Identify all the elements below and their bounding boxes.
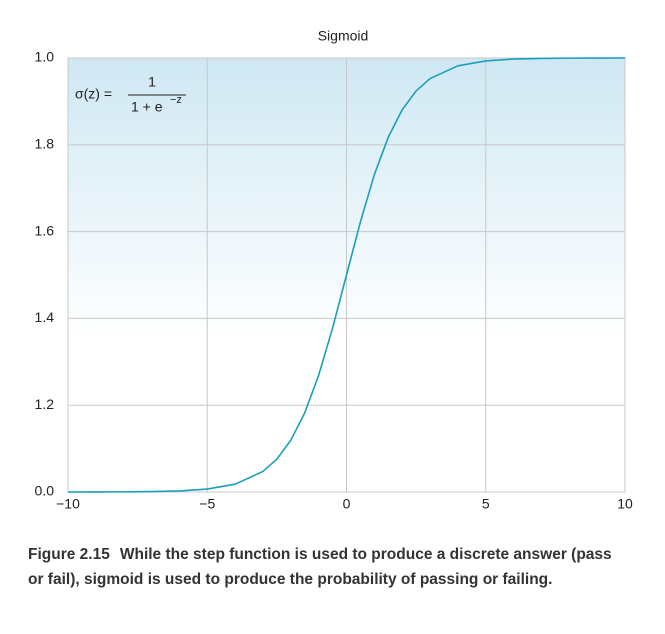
x-tick-label: −10 <box>56 496 80 512</box>
formula-lhs: σ(z) = <box>75 86 112 102</box>
caption-label: Figure 2.15 <box>28 546 110 563</box>
y-tick-label: 1.6 <box>35 222 55 238</box>
x-tick-label: 10 <box>617 496 633 512</box>
caption-text: While the step function is used to produ… <box>28 546 612 588</box>
line-series <box>67 57 626 493</box>
formula-numerator: 1 <box>148 74 156 90</box>
y-tick-label: 1.8 <box>35 136 55 152</box>
y-tick-label: 1.2 <box>35 396 55 412</box>
x-tick-label: 5 <box>482 496 490 512</box>
y-tick-label: 1.4 <box>35 309 55 325</box>
y-tick-label: 0.0 <box>35 483 55 499</box>
x-tick-label: 0 <box>343 496 351 512</box>
formula-exponent: −z <box>170 94 182 106</box>
lines <box>67 57 626 493</box>
x-tick-label: −5 <box>199 496 215 512</box>
chart-title: Sigmoid <box>318 28 369 44</box>
chart: Sigmoid σ(z) = 1 1 + e −z 0.0 1.2 1.4 1.6 1.… <box>35 28 633 512</box>
formula-denominator: 1 + e <box>131 99 163 115</box>
y-tick-label: 1.0 <box>35 49 55 65</box>
caption: Figure 2.15 While the step function is us… <box>28 542 623 592</box>
